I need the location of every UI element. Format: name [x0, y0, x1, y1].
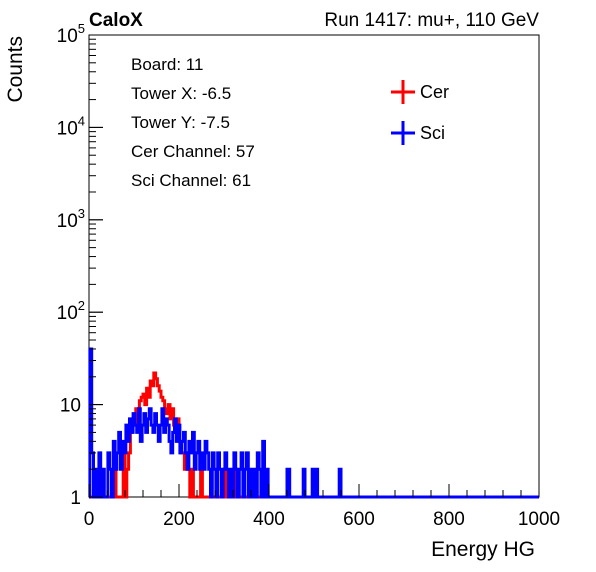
legend-entry-cer: Cer — [391, 80, 449, 104]
info-box-background — [119, 44, 359, 200]
run-label: Run 1417: mu+, 110 GeV — [324, 10, 539, 31]
x-tick-label: 600 — [343, 509, 375, 530]
y-tick-label: 102 — [57, 298, 85, 324]
x-tick-label: 200 — [163, 509, 195, 530]
series-sci-line — [88, 347, 539, 499]
y-axis-title: Counts — [4, 36, 27, 103]
info-sci-channel: Sci Channel: 61 — [131, 171, 251, 190]
x-tick-label: 1000 — [518, 509, 560, 530]
series-layer — [88, 347, 539, 499]
legend-entry-sci: Sci — [391, 121, 445, 145]
y-tick-label: 10 — [60, 396, 81, 417]
legend-label-cer: Cer — [420, 82, 449, 102]
y-axis: 1 10 102 103 104 105 — [57, 21, 103, 509]
legend-label-sci: Sci — [420, 123, 445, 143]
info-tower-y: Tower Y: -7.5 — [131, 113, 230, 132]
x-tick-label: 0 — [84, 509, 95, 530]
info-cer-channel: Cer Channel: 57 — [131, 142, 255, 161]
legend: Cer Sci — [391, 80, 449, 145]
info-box: Board: 11 Tower X: -6.5 Tower Y: -7.5 Ce… — [119, 44, 359, 200]
y-tick-label: 105 — [57, 21, 85, 47]
y-tick-label: 103 — [57, 206, 85, 232]
info-board: Board: 11 — [131, 55, 203, 74]
info-tower-x: Tower X: -6.5 — [131, 84, 231, 103]
y-tick-label: 104 — [57, 113, 85, 139]
x-tick-label: 400 — [253, 509, 285, 530]
y-tick-label: 1 — [70, 488, 81, 509]
x-axis-title: Energy HG — [431, 538, 535, 561]
x-tick-label: 800 — [433, 509, 465, 530]
brand-label: CaloX — [89, 10, 143, 31]
x-axis: 0 200 400 600 800 1000 — [84, 484, 560, 530]
